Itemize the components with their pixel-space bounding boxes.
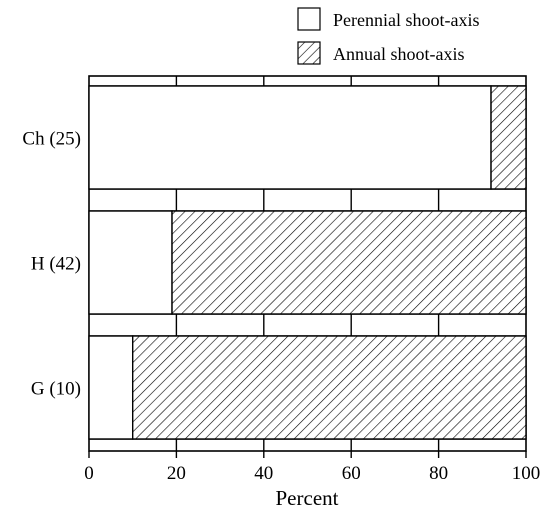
- x-tick-label: 20: [167, 463, 186, 484]
- x-tick-label: 80: [429, 463, 448, 484]
- x-tick-label: 100: [512, 463, 541, 484]
- x-axis-title: Percent: [276, 486, 339, 510]
- legend-label-perennial: Perennial shoot-axis: [333, 10, 479, 30]
- legend: Perennial shoot-axis Annual shoot-axis: [297, 7, 479, 65]
- legend-swatch-perennial: [297, 7, 321, 31]
- x-tick-label: 40: [254, 463, 273, 484]
- x-tick-label: 60: [342, 463, 361, 484]
- category-label: G (10): [31, 379, 81, 400]
- category-label: Ch (25): [22, 129, 81, 150]
- legend-label-annual: Annual shoot-axis: [333, 44, 464, 64]
- legend-entry-perennial: Perennial shoot-axis: [297, 7, 479, 31]
- bar-annual: [171, 210, 527, 315]
- bar-annual: [131, 335, 527, 440]
- bar-perennial: [88, 335, 134, 440]
- x-tick-label: 0: [84, 463, 94, 484]
- bar-perennial: [88, 210, 173, 315]
- legend-entry-annual: Annual shoot-axis: [297, 41, 464, 65]
- bar-annual: [490, 85, 527, 190]
- legend-swatch-annual: [297, 41, 321, 65]
- category-label: H (42): [31, 254, 81, 275]
- bar-perennial: [88, 85, 492, 190]
- plot-area: Ch (25) H (42) G (10) 0 20 40 60 80 100: [22, 75, 541, 484]
